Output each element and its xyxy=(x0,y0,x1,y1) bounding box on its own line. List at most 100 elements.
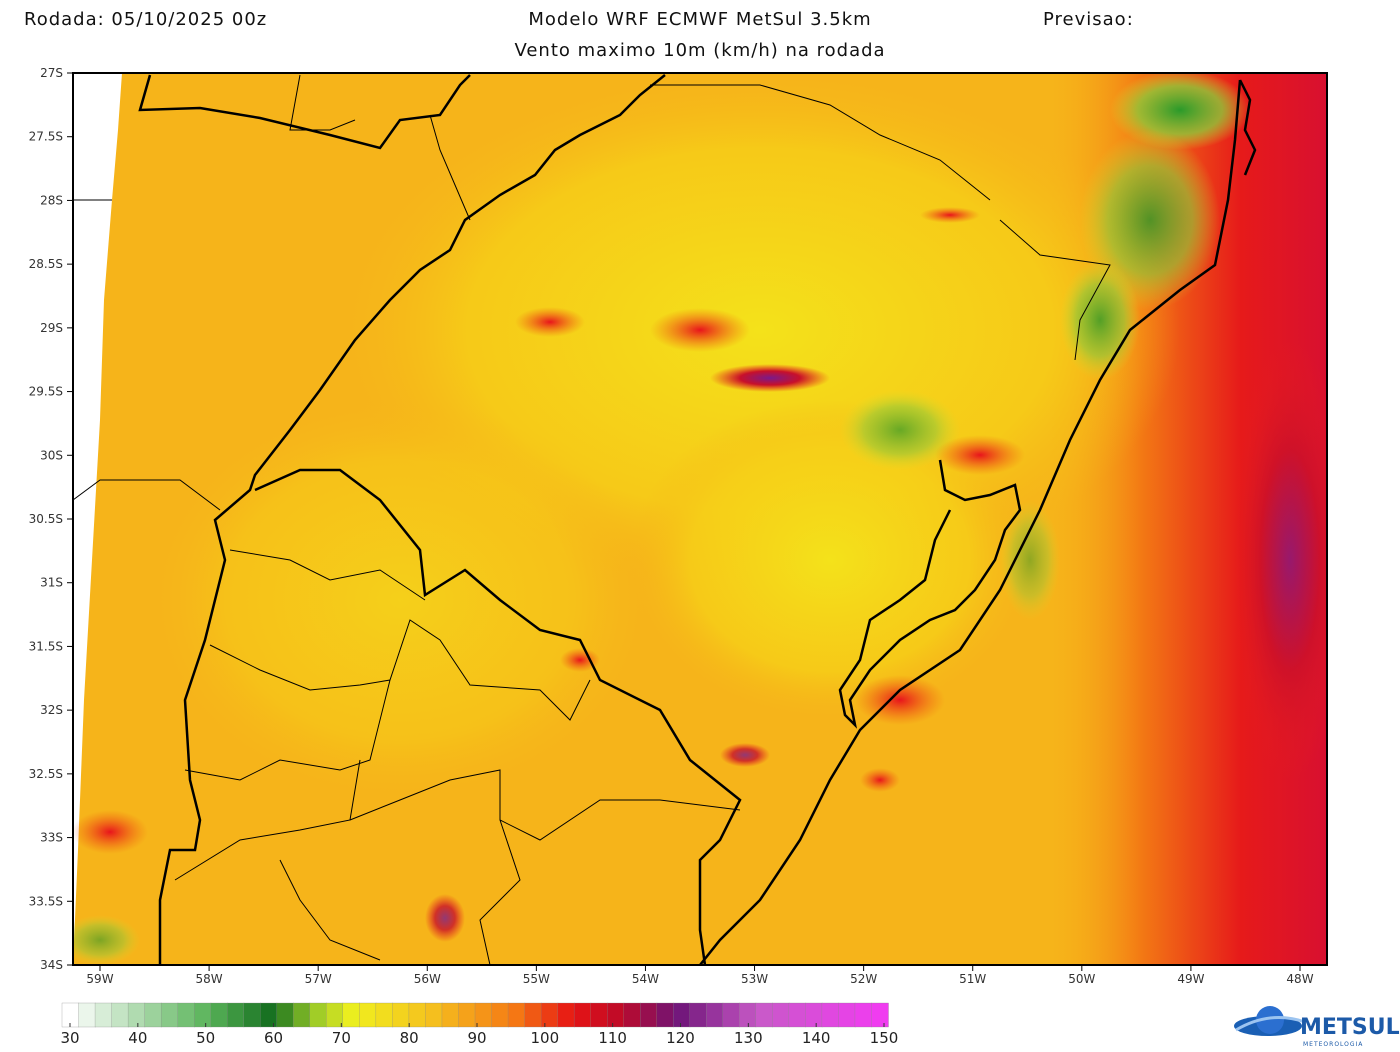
colorbar-cell xyxy=(772,1002,790,1028)
colorbar-cell xyxy=(326,1002,344,1028)
colorbar-cell xyxy=(821,1002,840,1028)
colorbar-cell xyxy=(706,1002,724,1028)
wind-field xyxy=(73,73,1327,965)
subtitle: Vento maximo 10m (km/h) na rodada xyxy=(514,40,885,61)
lat-label: 27.5S xyxy=(29,130,63,144)
lon-label: 54W xyxy=(632,972,659,986)
colorbar-label: 110 xyxy=(598,1029,627,1047)
colorbar-label: 30 xyxy=(60,1029,79,1047)
lat-label: 29.5S xyxy=(29,385,63,399)
colorbar-cell xyxy=(623,1002,641,1028)
colorbar-label: 150 xyxy=(870,1029,899,1047)
colorbar-cell xyxy=(590,1002,608,1028)
colorbar-cell xyxy=(359,1002,377,1028)
colorbar-cell xyxy=(210,1002,228,1028)
colorbar-label: 90 xyxy=(467,1029,486,1047)
run-label: Rodada: 05/10/2025 00z xyxy=(24,9,267,30)
colorbar-cell xyxy=(293,1002,311,1028)
colorbar-label: 80 xyxy=(400,1029,419,1047)
colorbar-label: 140 xyxy=(802,1029,831,1047)
lat-label: 28.5S xyxy=(29,257,63,271)
forecast-label: Previsao: xyxy=(1043,9,1134,30)
colorbar-cell xyxy=(61,1002,80,1028)
colorbar-cell xyxy=(78,1002,96,1028)
lon-label: 51W xyxy=(959,972,986,986)
colorbar-cell xyxy=(111,1002,129,1028)
lon-label: 52W xyxy=(850,972,877,986)
lon-label: 59W xyxy=(86,972,113,986)
colorbar-label: 50 xyxy=(196,1029,215,1047)
colorbar-cell xyxy=(805,1002,823,1028)
colorbar-cell xyxy=(524,1002,542,1028)
colorbar-cell xyxy=(392,1002,410,1028)
colorbar-cell xyxy=(227,1002,245,1028)
lat-label: 27S xyxy=(40,66,63,80)
lat-label: 33S xyxy=(40,831,63,845)
lat-label: 31S xyxy=(40,576,63,590)
colorbar-cell xyxy=(607,1002,625,1028)
colorbar-cell xyxy=(722,1002,740,1028)
colorbar-cell xyxy=(177,1002,195,1028)
colorbar-cell xyxy=(755,1002,774,1028)
colorbar-cell xyxy=(309,1002,327,1028)
colorbar-cell xyxy=(474,1002,493,1028)
lon-label: 49W xyxy=(1177,972,1204,986)
colorbar-cell xyxy=(557,1002,575,1028)
colorbar-cell xyxy=(194,1002,212,1028)
colorbar-cell xyxy=(491,1002,509,1028)
colorbar-label: 100 xyxy=(531,1029,560,1047)
colorbar-cell xyxy=(425,1002,443,1028)
lat-label: 30S xyxy=(40,448,63,462)
colorbar-label: 40 xyxy=(128,1029,147,1047)
lon-label: 48W xyxy=(1286,972,1313,986)
borders xyxy=(73,74,1257,965)
lat-label: 32S xyxy=(40,703,63,717)
lon-label: 58W xyxy=(196,972,223,986)
colorbar-cell xyxy=(573,1002,592,1028)
lat-label: 32.5S xyxy=(29,767,63,781)
colorbar-cell xyxy=(342,1002,361,1028)
colorbar-label: 70 xyxy=(332,1029,351,1047)
lat-label: 30.5S xyxy=(29,512,63,526)
colorbar-cell xyxy=(144,1002,162,1028)
colorbar-cell xyxy=(854,1002,873,1028)
lon-label: 56W xyxy=(414,972,441,986)
colorbar-label: 120 xyxy=(666,1029,695,1047)
logo: METSUL METEOROLOGIA xyxy=(1234,1006,1400,1048)
colorbar-cell xyxy=(838,1002,856,1028)
lon-label: 53W xyxy=(741,972,768,986)
lat-label: 33.5S xyxy=(29,894,63,908)
colorbar-cell xyxy=(788,1002,807,1028)
lat-label: 31.5S xyxy=(29,639,63,653)
colorbar-cell xyxy=(540,1002,559,1028)
lon-label: 57W xyxy=(305,972,332,986)
colorbar-cell xyxy=(458,1002,476,1028)
lon-label: 55W xyxy=(523,972,550,986)
logo-tagline: METEOROLOGIA xyxy=(1303,1041,1363,1048)
colorbar-cell xyxy=(94,1002,113,1028)
lat-label: 34S xyxy=(40,958,63,972)
colorbar-cell xyxy=(375,1002,394,1028)
colorbar-cell xyxy=(441,1002,460,1028)
lat-label: 28S xyxy=(40,193,63,207)
colorbar-label: 130 xyxy=(734,1029,763,1047)
lon-label: 50W xyxy=(1068,972,1095,986)
colorbar-cell xyxy=(276,1002,294,1028)
colorbar-cell xyxy=(260,1002,278,1028)
model-label: Modelo WRF ECMWF MetSul 3.5km xyxy=(528,9,871,30)
colorbar-cell xyxy=(689,1002,707,1028)
colorbar-cell xyxy=(673,1002,691,1028)
colorbar-cell xyxy=(127,1002,146,1028)
lat-label: 29S xyxy=(40,321,63,335)
colorbar-cell xyxy=(656,1002,674,1028)
logo-name: METSUL xyxy=(1300,1015,1400,1040)
colorbar-label: 60 xyxy=(264,1029,283,1047)
colorbar-cell xyxy=(408,1002,427,1028)
colorbar-cell xyxy=(243,1002,261,1028)
colorbar-cell xyxy=(507,1002,526,1028)
colorbar-cell xyxy=(640,1002,658,1028)
colorbar: 30 40 50 60 70 80 90 100 110 120 130 140 150 xyxy=(60,1002,899,1047)
axes: 27S 27.5S 28S 28.5S 29S 29.5S 30S 30.5S 31S 31.5S… xyxy=(29,66,1314,986)
